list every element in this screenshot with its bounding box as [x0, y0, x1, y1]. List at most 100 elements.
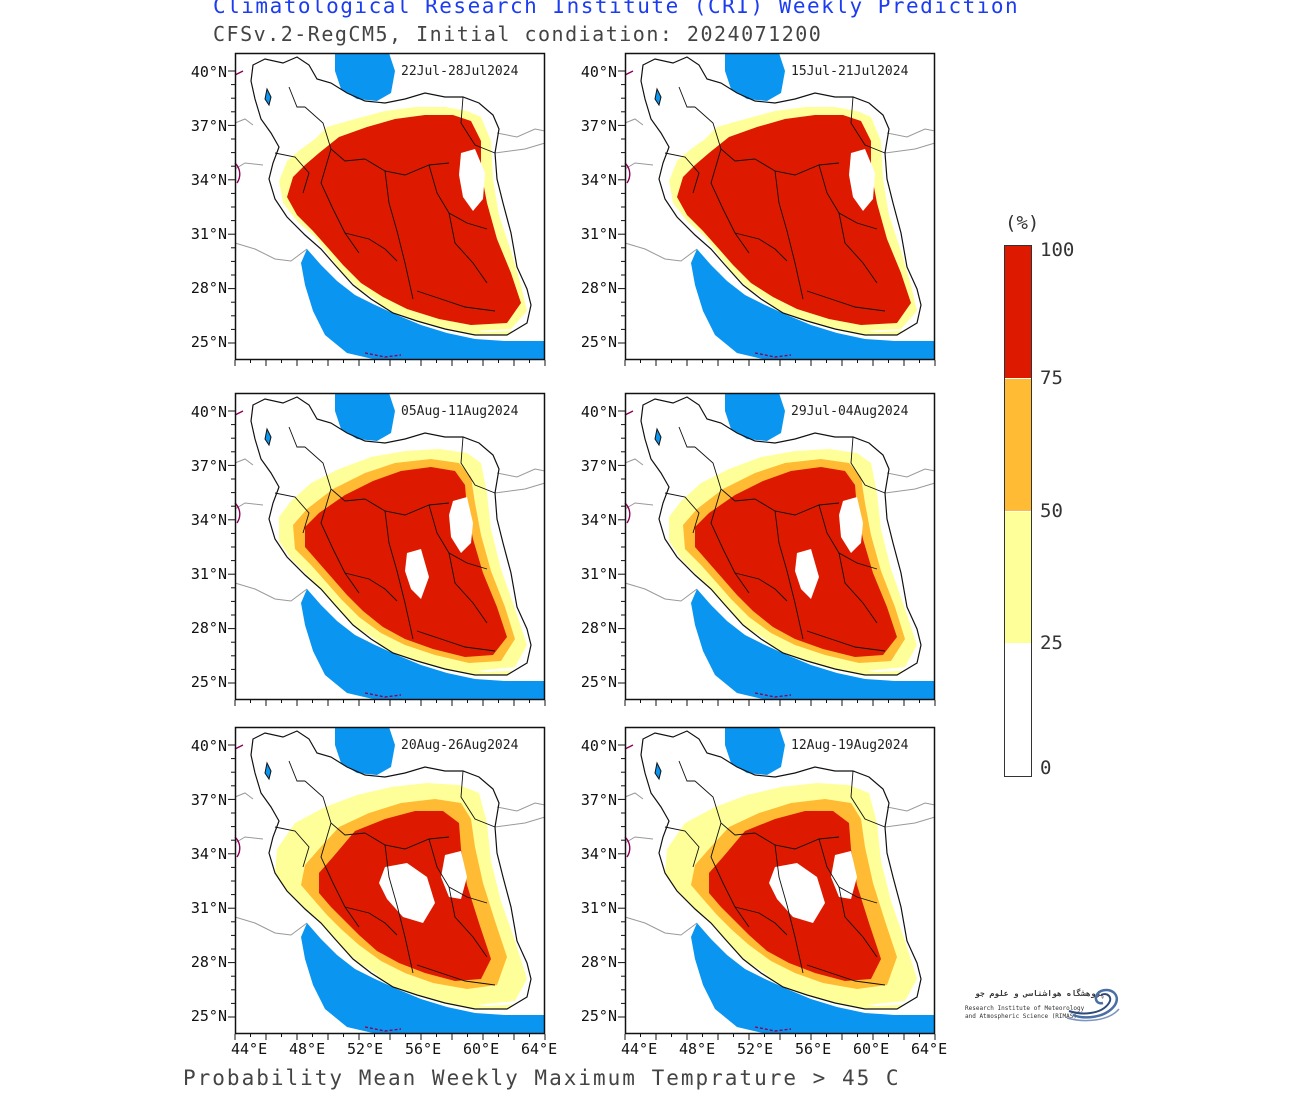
neighbor-border [624, 458, 644, 466]
lat-tick-label: 40°N [580, 63, 617, 81]
province-border [274, 826, 310, 868]
lat-tick-label: 25°N [580, 1007, 617, 1025]
province-border [274, 152, 310, 194]
province-border [678, 86, 695, 108]
logo-swirl-icon [1066, 988, 1120, 1022]
caspian-sea [725, 727, 785, 775]
coastline-detail [624, 410, 634, 416]
province-border [364, 498, 450, 516]
neighbor-border [494, 142, 546, 154]
prob-low-area [769, 863, 825, 923]
province-border [320, 822, 360, 928]
map-frame [624, 392, 936, 701]
map-panel: 29Jul-04Aug2024 [618, 392, 936, 706]
panel-date-range: 29Jul-04Aug2024 [791, 404, 909, 419]
lat-tick-label: 37°N [580, 117, 617, 135]
prob-low-area [849, 149, 875, 211]
country-border [250, 396, 532, 676]
legend-bin-0-25 [1005, 644, 1031, 776]
neighbor-border [494, 816, 546, 828]
map-canvas [228, 52, 546, 366]
map-canvas [618, 726, 936, 1040]
coastline-detail [624, 744, 634, 750]
lon-tick-label: 60°E [853, 1040, 890, 1058]
coastline-detail [364, 1026, 402, 1032]
lat-tick-label: 37°N [580, 457, 617, 475]
province-border [364, 158, 450, 176]
legend-tick-0: 0 [1040, 757, 1052, 779]
map-frame [624, 52, 936, 361]
province-border [838, 552, 878, 624]
coastline-detail [624, 836, 631, 858]
coastline-detail [624, 162, 631, 184]
map-subtitle: CFSv.2-RegCM5, Initial condiation: 20240… [213, 22, 823, 46]
province-border [850, 770, 886, 828]
coastline-detail [624, 70, 634, 76]
lat-tick-label: 31°N [190, 225, 227, 243]
lake-urmia [264, 427, 272, 447]
lon-tick-label: 44°E [621, 1040, 658, 1058]
lat-tick-label: 25°N [190, 333, 227, 351]
panel-date-range: 22Jul-28Jul2024 [401, 64, 519, 79]
caspian-sea [335, 53, 395, 101]
map-frame [624, 726, 936, 1035]
lat-tick-label: 25°N [190, 1007, 227, 1025]
lat-tick-label: 31°N [580, 565, 617, 583]
lat-tick-label: 25°N [580, 673, 617, 691]
lat-tick-label: 34°N [580, 171, 617, 189]
lake-urmia [654, 427, 662, 447]
lake-urmia [654, 761, 662, 781]
lat-tick-label: 40°N [580, 737, 617, 755]
province-border [774, 170, 804, 300]
persian-gulf [301, 589, 545, 700]
probability-field [275, 783, 531, 1009]
province-border [806, 290, 886, 312]
coastline-detail [234, 836, 241, 858]
persian-gulf [691, 923, 935, 1034]
logo-english-line1: Research Institute of Meteorology [965, 1005, 1085, 1012]
province-border [288, 426, 305, 448]
lon-tick-label: 56°E [795, 1040, 832, 1058]
province-border [320, 148, 360, 254]
persian-gulf [301, 249, 545, 360]
lat-tick-label: 31°N [580, 225, 617, 243]
province-border [774, 844, 804, 974]
logo-english-line2: and Atmospheric Science (RIMAS) [965, 1013, 1077, 1020]
legend-tick-100: 100 [1040, 239, 1075, 261]
province-border [838, 886, 878, 958]
province-border [710, 148, 750, 254]
province-border [320, 488, 360, 594]
neighbor-border [884, 482, 936, 494]
province-border [678, 760, 695, 782]
prob-low-area [459, 149, 485, 211]
persian-gulf [691, 589, 935, 700]
legend-tick-75: 75 [1040, 367, 1063, 389]
province-border [850, 436, 886, 494]
map-panel: 12Aug-19Aug2024 [618, 726, 936, 1040]
lat-tick-label: 40°N [580, 403, 617, 421]
lon-tick-label: 48°E [679, 1040, 716, 1058]
province-border [850, 96, 886, 154]
prob-low-area [839, 497, 863, 553]
legend-colorbar [1004, 245, 1032, 777]
map-panel: 22Jul-28Jul2024 [228, 52, 546, 366]
province-border [288, 86, 305, 108]
province-border [460, 436, 496, 494]
province-border [734, 572, 788, 602]
caspian-sea [725, 393, 785, 441]
province-border [754, 158, 840, 176]
province-border [734, 232, 788, 262]
neighbor-border [234, 242, 308, 262]
coastline-detail [754, 692, 792, 698]
lat-tick-label: 37°N [190, 457, 227, 475]
lat-tick-label: 34°N [580, 845, 617, 863]
province-border [460, 96, 496, 154]
coastline-detail [754, 352, 792, 358]
coastline-detail [364, 692, 402, 698]
prob-low-area [449, 497, 473, 553]
province-border [734, 906, 788, 936]
lat-tick-label: 37°N [190, 117, 227, 135]
coastline-detail [234, 502, 241, 524]
province-border [384, 170, 414, 300]
legend-bin-50-75 [1005, 379, 1031, 511]
